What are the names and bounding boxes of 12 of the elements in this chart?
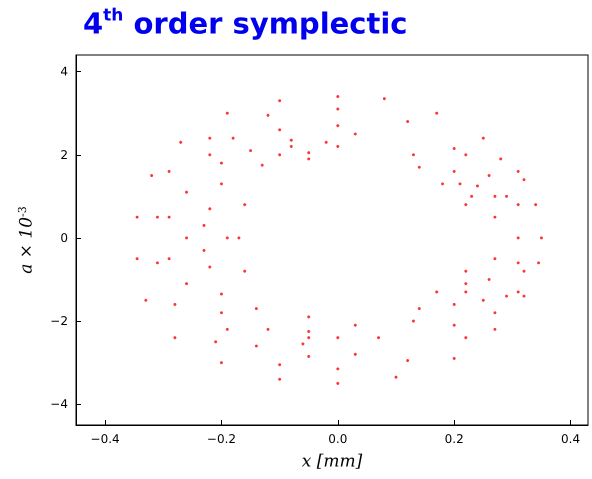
y-tick-label: 4: [60, 64, 68, 79]
x-axis-title: x [mm]: [302, 452, 363, 472]
x-tick-label: −0.4: [90, 432, 120, 446]
x-tick-label: 0.4: [561, 432, 580, 446]
y-tick-label: 2: [60, 148, 68, 162]
y-tick-label: −2: [50, 314, 68, 328]
y-tick-label: −4: [50, 397, 68, 412]
x-tick-label: −0.2: [206, 432, 236, 446]
y-axis-title: a × 10-3: [16, 206, 36, 274]
y-tick-label: 0: [60, 230, 68, 245]
x-tick-label: 0.2: [444, 432, 464, 446]
x-tick-label: 0.0: [328, 432, 348, 446]
